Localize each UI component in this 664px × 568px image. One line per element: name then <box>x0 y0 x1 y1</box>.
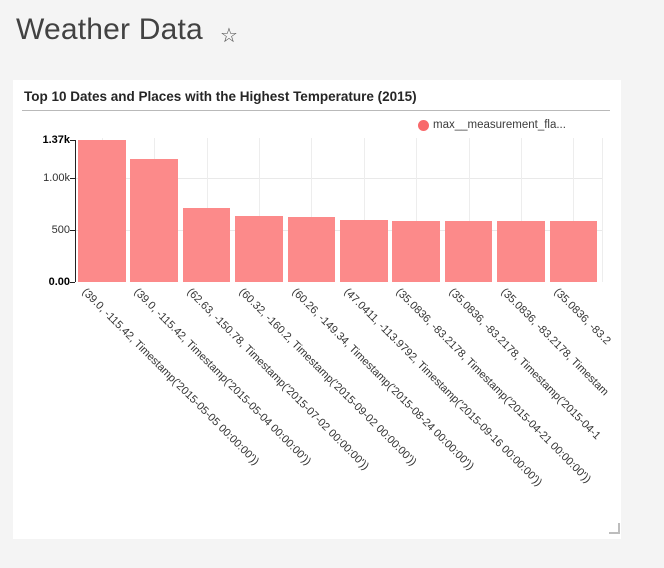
v-gridline <box>311 138 313 282</box>
x-tick-label: (35.0836, -83.2178, Timestamp('2015-04-2… <box>393 286 594 486</box>
y-tick-label: 1.00k <box>43 171 70 184</box>
page-header: Weather Data ☆ <box>0 0 664 52</box>
bar[interactable] <box>78 140 126 282</box>
bar[interactable] <box>444 220 493 282</box>
y-tick-label: 500 <box>51 223 70 236</box>
y-tick-label: 1.37k <box>42 133 70 146</box>
x-tick-label: (62.63, -150.78, Timestamp('2015-07-02 0… <box>184 286 371 473</box>
x-tick-label: (47.0411, -113.9792, Timestamp('2015-09-… <box>341 286 545 489</box>
v-gridline <box>602 138 603 282</box>
x-tick-label: (35.0836, -83.2178, Timestam <box>498 286 611 399</box>
x-tick-label: (35.0836, -83.2 <box>551 286 613 348</box>
v-gridline <box>363 138 365 282</box>
x-tick-label: (39.0, -115.42, Timestamp('2015-05-05 00… <box>79 286 262 468</box>
y-axis-tick <box>69 178 75 180</box>
bar[interactable] <box>287 217 336 282</box>
title-divider <box>22 110 610 111</box>
x-tick-label: (39.0, -115.42, Timestamp('2015-05-04 00… <box>131 286 314 468</box>
v-gridline <box>259 138 260 282</box>
bar[interactable] <box>130 159 178 282</box>
legend-item[interactable]: max__measurement_fla... <box>418 117 566 133</box>
v-gridline <box>468 138 470 282</box>
h-gridline <box>74 178 602 180</box>
chart-card: Top 10 Dates and Places with the Highest… <box>13 80 621 539</box>
y-axis-tick <box>69 140 75 141</box>
h-gridline <box>74 230 602 232</box>
bar[interactable] <box>182 208 231 282</box>
y-axis-tick <box>69 230 75 232</box>
v-gridline <box>521 138 522 282</box>
y-axis-tick <box>69 282 75 283</box>
v-gridline <box>573 138 575 282</box>
bar[interactable] <box>549 220 598 282</box>
v-gridline <box>416 138 418 282</box>
x-tick-label: (60.26, -149.34, Timestamp('2015-08-24 0… <box>289 286 476 473</box>
bar[interactable] <box>392 220 440 282</box>
page-title: Weather Data <box>16 13 203 46</box>
star-icon[interactable]: ☆ <box>219 24 238 47</box>
bar-chart-canvas: 1.37k 1.00k 500 0.00 (39.0, -115.42, Timesta… <box>13 80 621 539</box>
y-tick-label: 0.00 <box>48 275 70 288</box>
chart-title: Top 10 Dates and Places with the Highest… <box>24 89 417 104</box>
bar[interactable] <box>497 220 545 282</box>
legend-dot-icon <box>418 119 429 131</box>
bar[interactable] <box>235 216 283 282</box>
y-axis-line <box>74 140 76 282</box>
resize-corner-icon[interactable] <box>609 523 620 534</box>
x-tick-label: (60.32, -160.2, Timestamp('2015-09-02 00… <box>236 286 419 469</box>
legend-label: max__measurement_fla... <box>433 119 566 131</box>
bar[interactable] <box>340 219 388 282</box>
